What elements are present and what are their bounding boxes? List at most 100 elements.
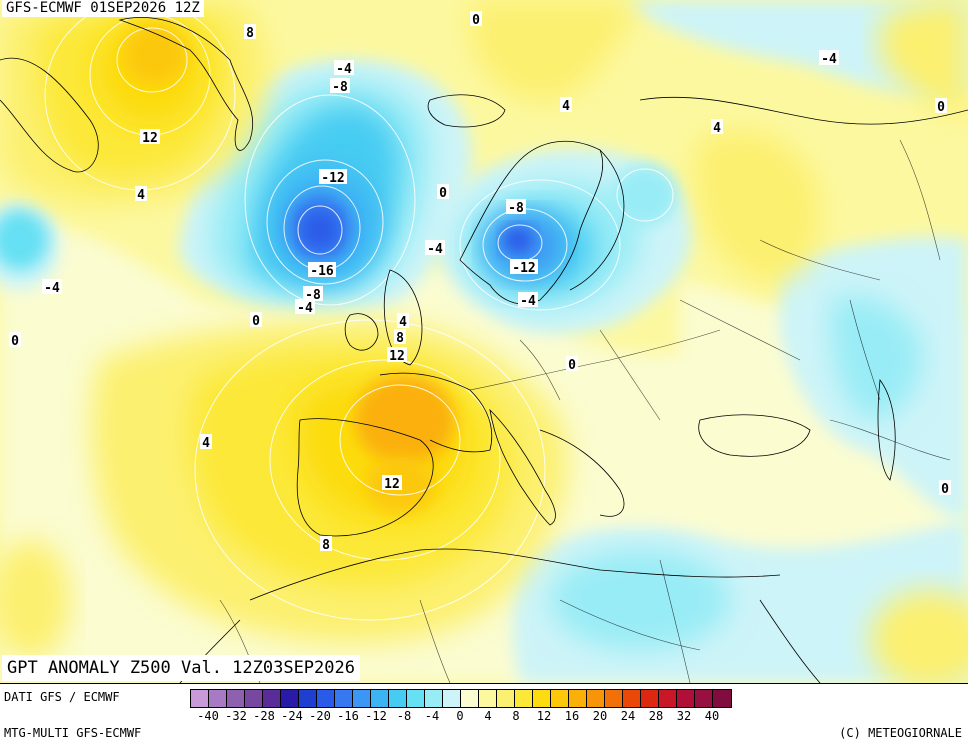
color-scale-swatch xyxy=(371,690,389,707)
contour-label-text: 0 xyxy=(941,482,949,497)
contour-label: -4 xyxy=(295,299,315,316)
color-scale-legend xyxy=(190,689,732,708)
contour-label-text: 0 xyxy=(11,334,19,349)
contour-label: -4 xyxy=(819,50,839,67)
contour-label-text: -16 xyxy=(310,264,334,279)
contour-label-text: 12 xyxy=(142,131,158,146)
color-scale-swatch xyxy=(605,690,623,707)
contour-label-text: 0 xyxy=(472,13,480,28)
anomaly-map: 80-40-4-84412-1204-8-4-16-12-4-8-4-40480… xyxy=(0,0,968,683)
contour-label: 0 xyxy=(939,480,951,497)
contour-label: 0 xyxy=(437,184,449,201)
color-scale-tick-label: 0 xyxy=(456,709,463,723)
contour-label-text: 4 xyxy=(713,121,721,136)
contour-label: 12 xyxy=(387,347,407,364)
cell-finland-cyan xyxy=(613,165,677,225)
contour-label: 8 xyxy=(394,329,406,346)
contour-label: 0 xyxy=(9,332,21,349)
contour-label-text: -4 xyxy=(336,62,352,77)
color-scale-swatch xyxy=(191,690,209,707)
color-scale-tick-label: 4 xyxy=(484,709,491,723)
color-scale-tick-label: -40 xyxy=(197,709,219,723)
contour-label-text: -4 xyxy=(297,301,313,316)
color-scale-swatch xyxy=(353,690,371,707)
contour-label-text: 4 xyxy=(202,436,210,451)
contour-label: -8 xyxy=(330,78,350,95)
trough-atlantic-center xyxy=(302,212,338,248)
color-scale-tick-label: 40 xyxy=(705,709,719,723)
color-scale-swatch xyxy=(335,690,353,707)
contour-label: 4 xyxy=(711,119,723,136)
contour-label-text: 12 xyxy=(384,477,400,492)
contour-label-text: 4 xyxy=(562,99,570,114)
contour-label: 0 xyxy=(935,98,947,115)
contour-label: 0 xyxy=(470,11,482,28)
color-scale-swatch xyxy=(533,690,551,707)
color-scale-swatch xyxy=(389,690,407,707)
contour-label: -4 xyxy=(518,292,538,309)
contour-label-text: 0 xyxy=(252,314,260,329)
model-label: MTG-MULTI GFS-ECMWF xyxy=(4,726,141,740)
color-scale-swatch xyxy=(479,690,497,707)
contour-label: 12 xyxy=(140,129,160,146)
ridge-europe-core xyxy=(355,375,455,465)
color-scale-swatch xyxy=(713,690,731,707)
color-scale-swatch xyxy=(407,690,425,707)
contour-label-text: 8 xyxy=(322,538,330,553)
color-scale-swatch xyxy=(443,690,461,707)
contour-label-text: -4 xyxy=(427,242,443,257)
color-scale-swatch xyxy=(623,690,641,707)
contour-label-text: 4 xyxy=(399,315,407,330)
color-scale-tick-label: 28 xyxy=(649,709,663,723)
color-scale-tick-label: 32 xyxy=(677,709,691,723)
color-scale-tick-label: -8 xyxy=(397,709,411,723)
contour-label: -16 xyxy=(308,262,336,279)
color-scale-swatch xyxy=(659,690,677,707)
color-scale-swatch xyxy=(515,690,533,707)
contour-label-text: -12 xyxy=(321,171,344,186)
color-scale-swatch xyxy=(245,690,263,707)
contour-label-text: -8 xyxy=(508,201,524,216)
contour-label: -12 xyxy=(510,259,538,276)
contour-label-text: -4 xyxy=(821,52,837,67)
color-scale-swatch xyxy=(587,690,605,707)
contour-label: -4 xyxy=(42,279,62,296)
color-scale-swatch xyxy=(227,690,245,707)
color-scale-tick-label: 8 xyxy=(512,709,519,723)
contour-label-text: -8 xyxy=(332,80,348,95)
copyright-label: (C) METEOGIORNALE xyxy=(839,726,962,740)
contour-label: -4 xyxy=(334,60,354,77)
color-scale-tick-label: 20 xyxy=(593,709,607,723)
color-scale-swatch xyxy=(461,690,479,707)
trough-scandinavia-core xyxy=(502,226,534,254)
color-scale-swatch xyxy=(317,690,335,707)
color-scale-swatch xyxy=(281,690,299,707)
contour-label: 0 xyxy=(250,312,262,329)
contour-label-text: 0 xyxy=(439,186,447,201)
color-scale-tick-label: -32 xyxy=(225,709,247,723)
color-scale-swatch xyxy=(425,690,443,707)
contour-label: 8 xyxy=(320,536,332,553)
contour-label-text: 0 xyxy=(937,100,945,115)
run-label: GFS-ECMWF 01SEP2026 12Z xyxy=(2,0,204,17)
map-title: GPT ANOMALY Z500 Val. 12Z03SEP2026 xyxy=(2,655,360,681)
color-scale-tick-label: -4 xyxy=(425,709,439,723)
contour-label: 4 xyxy=(560,97,572,114)
color-scale-swatch xyxy=(695,690,713,707)
contour-label-text: 0 xyxy=(568,358,576,373)
color-scale-tick-label: -24 xyxy=(281,709,303,723)
color-scale-swatch xyxy=(641,690,659,707)
color-scale-tick-label: 12 xyxy=(537,709,551,723)
contour-label-text: -12 xyxy=(512,261,535,276)
contour-label-text: 12 xyxy=(389,349,405,364)
contour-label: 4 xyxy=(200,434,212,451)
color-scale-swatch xyxy=(263,690,281,707)
color-scale-swatch xyxy=(569,690,587,707)
contour-label-text: 8 xyxy=(246,26,254,41)
data-source-label: DATI GFS / ECMWF xyxy=(4,690,120,704)
contour-label-text: 8 xyxy=(396,331,404,346)
contour-label: 4 xyxy=(397,313,409,330)
color-scale-swatch xyxy=(209,690,227,707)
